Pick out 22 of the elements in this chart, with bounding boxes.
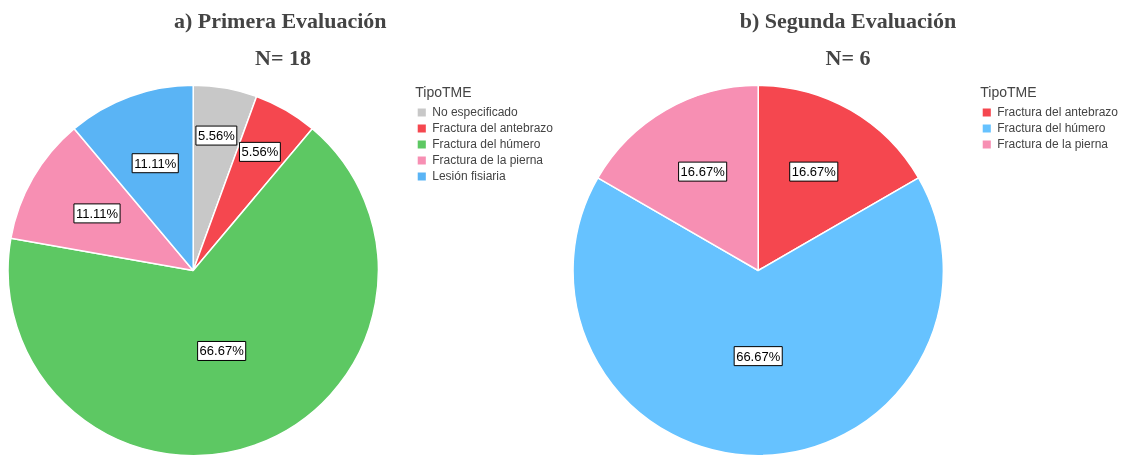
data-label: 11.11%: [75, 205, 119, 221]
data-label: 66.67%: [199, 343, 245, 359]
legend-label: Lesión fisiaria: [432, 169, 506, 183]
chart-title: b) Segunda Evaluación: [739, 7, 957, 33]
legend-title: TipoTME: [415, 84, 473, 100]
legend-label: Fractura del húmero: [997, 121, 1106, 135]
chart-subtitle: N= 6: [825, 44, 871, 70]
data-label: 5.56%: [241, 144, 279, 160]
legend-label: Fractura del antebrazo: [997, 105, 1118, 119]
data-label: 16.67%: [680, 164, 726, 180]
data-label: 11.11%: [134, 155, 177, 171]
data-label: 5.56%: [197, 128, 236, 144]
data-label: 66.67%: [736, 348, 781, 364]
legend-label: Fractura de la pierna: [432, 153, 543, 167]
legend-label: Fractura del antebrazo: [432, 121, 553, 135]
legend-title: TipoTME: [980, 84, 1038, 100]
chart-subtitle: N= 18: [255, 44, 311, 70]
data-label: 16.67%: [791, 164, 837, 180]
legend-label: Fractura del húmero: [432, 137, 541, 151]
chart-title: a) Primera Evaluación: [173, 7, 387, 33]
legend-label: Fractura de la pierna: [997, 137, 1108, 151]
legend-label: No especificado: [432, 105, 518, 119]
